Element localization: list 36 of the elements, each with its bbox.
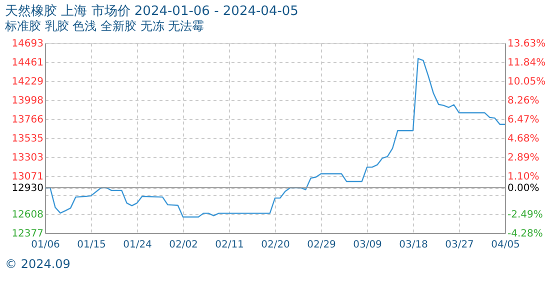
x-tick-label: 02/29 bbox=[307, 240, 336, 250]
x-tick-label: 02/02 bbox=[169, 240, 198, 250]
y-tick-label: 14461 bbox=[12, 58, 44, 69]
x-tick-label: 03/09 bbox=[353, 240, 382, 250]
y-tick-label: 14229 bbox=[12, 76, 44, 88]
x-tick-label: 03/27 bbox=[445, 240, 474, 250]
x-tick-label: 01/15 bbox=[77, 240, 106, 250]
x-tick-label: 02/11 bbox=[215, 240, 244, 250]
y2-tick-label: 11.84% bbox=[508, 57, 546, 68]
y2-tick-label: 2.89% bbox=[508, 152, 540, 164]
y-tick-label: 14693 bbox=[12, 38, 44, 50]
chart-subtitle: 标准胶 乳胶 色浅 全新胶 无冻 无法霉 bbox=[4, 19, 204, 33]
y2-tick-label: -2.49% bbox=[508, 210, 543, 221]
chart-title: 天然橡胶 上海 市场价 2024-01-06 - 2024-04-05 bbox=[5, 4, 298, 19]
y2-tick-label: 6.47% bbox=[508, 114, 540, 126]
text: © 2024.09 bbox=[5, 257, 70, 271]
y-tick-label: 12930 bbox=[12, 183, 44, 194]
y2-tick-label: 8.26% bbox=[508, 95, 540, 106]
x-tick-label: 02/20 bbox=[261, 240, 290, 250]
y-tick-label: 13303 bbox=[12, 152, 44, 164]
y2-tick-label: 4.68% bbox=[508, 133, 540, 144]
x-tick-label: 04/05 bbox=[491, 240, 520, 250]
y-tick-label: 13766 bbox=[12, 114, 44, 126]
y2-tick-label: 10.05% bbox=[508, 76, 546, 88]
x-tick-label: 01/06 bbox=[31, 240, 60, 250]
y2-tick-label: 0.00% bbox=[508, 183, 540, 194]
y-tick-label: 12377 bbox=[12, 228, 44, 240]
y2-tick-label: 1.10% bbox=[508, 171, 540, 182]
x-tick-label: 01/24 bbox=[123, 240, 152, 250]
y-tick-label: 13071 bbox=[12, 172, 44, 183]
x-tick-label: 03/18 bbox=[399, 240, 428, 250]
y2-tick-label: -4.28% bbox=[508, 228, 543, 240]
y-tick-label: 13998 bbox=[12, 96, 44, 107]
y-tick-label: 13535 bbox=[12, 134, 44, 144]
y2-tick-label: 13.63% bbox=[508, 38, 546, 50]
y-tick-label: 12608 bbox=[12, 210, 44, 221]
